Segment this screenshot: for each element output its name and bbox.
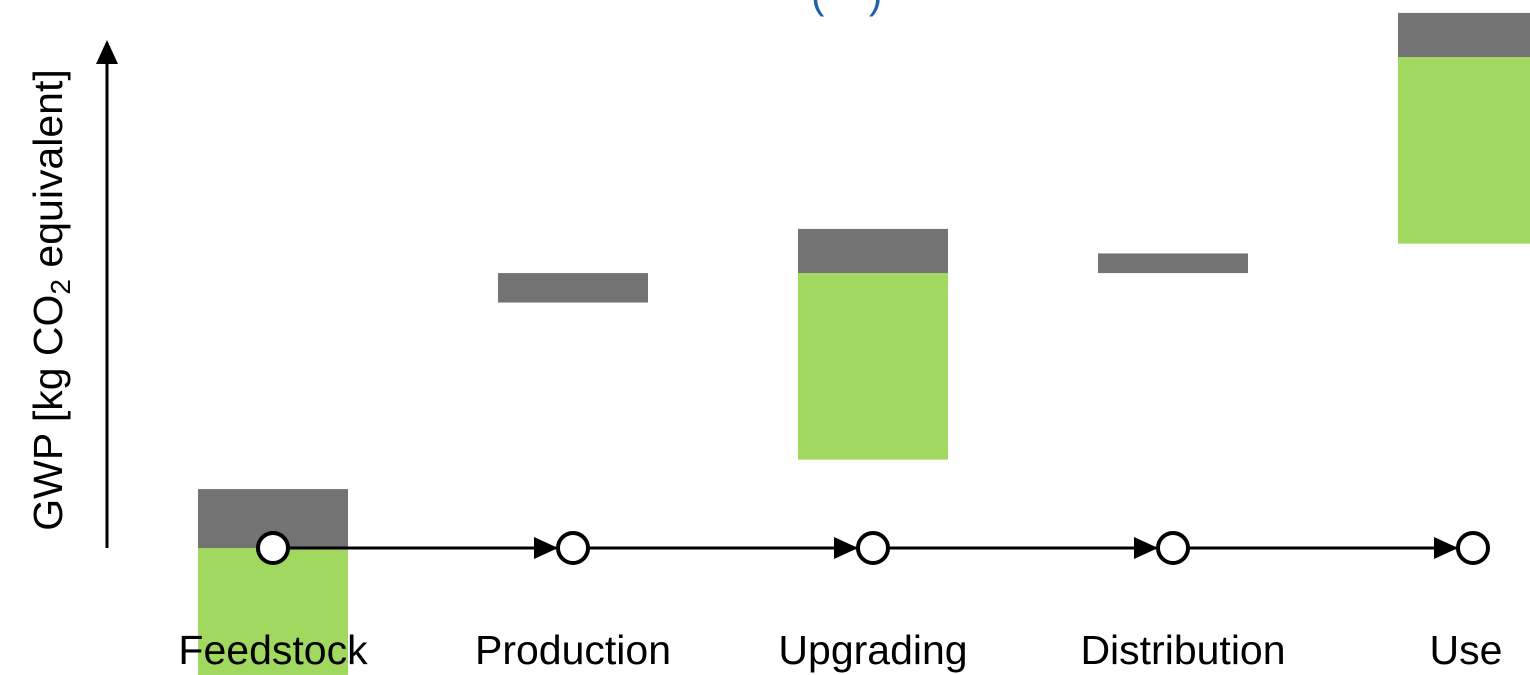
bar-series2-production: [498, 273, 648, 303]
category-label-distribution: Distribution: [1080, 627, 1285, 673]
category-labels: Feedstock Production Upgrading Distribution…: [178, 627, 1502, 673]
bar-series1-use: [1398, 57, 1530, 244]
process-node-feedstock: [256, 531, 290, 565]
y-axis-label: GWP [kg CO2 equivalent]: [25, 69, 76, 530]
process-arrowhead-use: [1434, 537, 1458, 559]
process-arrowhead-distribution: [1134, 537, 1158, 559]
process-arrowhead-production: [534, 537, 558, 559]
process-arrowhead-upgrading: [834, 537, 858, 559]
bar-series1-upgrading: [798, 273, 948, 460]
bar-series2-use: [1398, 12, 1530, 58]
category-label-production: Production: [475, 627, 671, 673]
category-label-feedstock: Feedstock: [178, 627, 368, 673]
process-node-use: [1456, 531, 1490, 565]
y-axis-arrowhead: [96, 40, 118, 64]
y-axis-label-subscript: 2: [45, 279, 76, 295]
bar-series2-distribution: [1098, 253, 1248, 274]
bar-series2-upgrading: [798, 228, 948, 274]
process-node-upgrading: [856, 531, 890, 565]
category-label-upgrading: Upgrading: [778, 627, 967, 673]
bar-series1-feedstock: [198, 548, 348, 675]
process-node-distribution: [1156, 531, 1190, 565]
process-node-production: [556, 531, 590, 565]
bars-layer: [198, 12, 1530, 675]
cropped-title-fragment: — ( ): [760, 0, 882, 17]
y-axis-label-suffix: equivalent]: [25, 69, 71, 279]
process-chain: [256, 531, 1490, 565]
y-axis-label-prefix: GWP [kg CO: [25, 295, 71, 531]
category-label-use: Use: [1430, 627, 1503, 673]
